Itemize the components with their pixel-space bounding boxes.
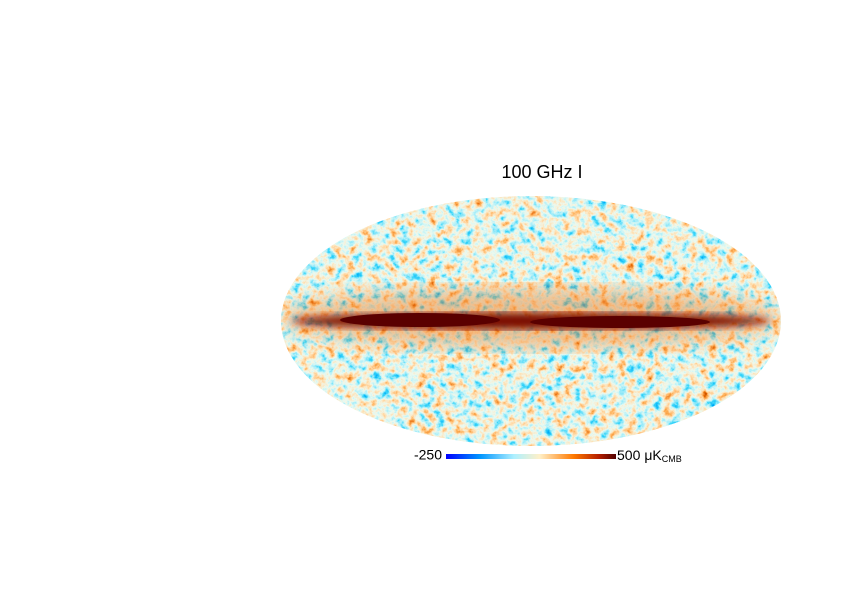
colorbar-max: 500 <box>617 447 641 463</box>
colorbar-min-label: -250 <box>414 447 442 463</box>
colorbar-unit-subscript: CMB <box>662 454 682 464</box>
galactic-plane-core <box>340 313 500 327</box>
mollweide-map <box>281 196 781 446</box>
colorbar-unit: μK <box>644 447 662 463</box>
colorbar <box>446 454 616 459</box>
galactic-plane-core <box>530 316 710 328</box>
map-title: 100 GHz I <box>501 162 582 182</box>
colorbar-max-label: 500 μKCMB <box>617 447 682 465</box>
